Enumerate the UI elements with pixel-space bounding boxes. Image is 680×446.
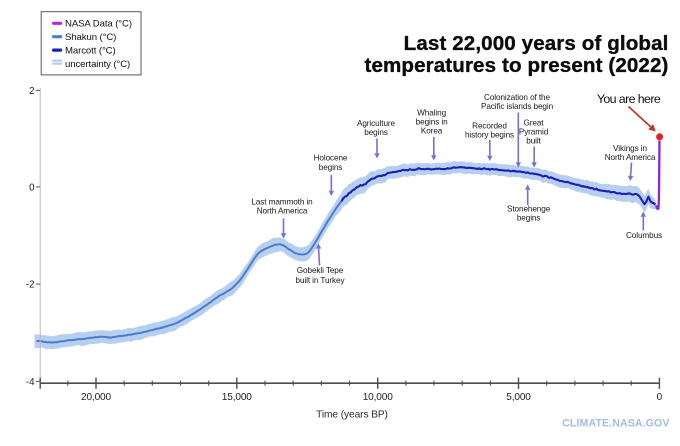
svg-text:Recorded: Recorded: [472, 121, 507, 130]
svg-text:Vikings in: Vikings in: [613, 144, 647, 153]
svg-text:begins: begins: [364, 128, 388, 137]
svg-text:Pyramid: Pyramid: [519, 128, 549, 137]
svg-text:temperatures to present (2022): temperatures to present (2022): [364, 54, 668, 77]
svg-text:North America: North America: [257, 206, 308, 215]
svg-text:15,000: 15,000: [222, 392, 253, 403]
svg-text:Holocene: Holocene: [314, 153, 348, 162]
svg-text:Great: Great: [524, 119, 545, 128]
svg-text:-2: -2: [26, 280, 35, 291]
svg-text:Whaling: Whaling: [417, 109, 446, 118]
svg-text:Marcott (°C): Marcott (°C): [65, 45, 116, 56]
svg-text:Gobekli Tepe: Gobekli Tepe: [297, 266, 344, 275]
svg-text:Stonehenge: Stonehenge: [507, 204, 551, 213]
svg-text:built: built: [526, 137, 541, 146]
svg-text:begins: begins: [517, 213, 541, 222]
svg-text:history begins: history begins: [465, 130, 514, 139]
svg-text:NASA Data (°C): NASA Data (°C): [65, 19, 132, 30]
svg-text:Time (years BP): Time (years BP): [316, 410, 388, 421]
svg-text:begins in: begins in: [416, 118, 448, 127]
svg-text:20,000: 20,000: [81, 392, 112, 403]
svg-text:-4: -4: [26, 377, 35, 388]
svg-text:Columbus: Columbus: [626, 231, 662, 240]
svg-text:begins: begins: [319, 163, 343, 172]
svg-text:built in Turkey: built in Turkey: [295, 276, 345, 285]
svg-text:Colonization of the: Colonization of the: [484, 93, 550, 102]
svg-text:Shakun (°C): Shakun (°C): [65, 32, 116, 43]
svg-text:CLIMATE.NASA.GOV: CLIMATE.NASA.GOV: [562, 418, 669, 430]
svg-text:0: 0: [657, 392, 663, 403]
svg-text:uncertainty (°C): uncertainty (°C): [65, 59, 130, 70]
svg-text:Pacific islands begin: Pacific islands begin: [481, 102, 554, 111]
svg-text:North America: North America: [605, 153, 656, 162]
svg-text:Korea: Korea: [421, 127, 443, 136]
svg-text:You are here: You are here: [597, 92, 661, 106]
svg-text:Agriculture: Agriculture: [357, 119, 396, 128]
svg-text:Last 22,000 years of global: Last 22,000 years of global: [404, 32, 669, 55]
svg-text:5,000: 5,000: [506, 392, 531, 403]
svg-text:0: 0: [29, 182, 35, 193]
svg-text:Last mammoth in: Last mammoth in: [251, 197, 313, 206]
svg-text:2: 2: [29, 86, 34, 97]
svg-text:10,000: 10,000: [363, 392, 394, 403]
